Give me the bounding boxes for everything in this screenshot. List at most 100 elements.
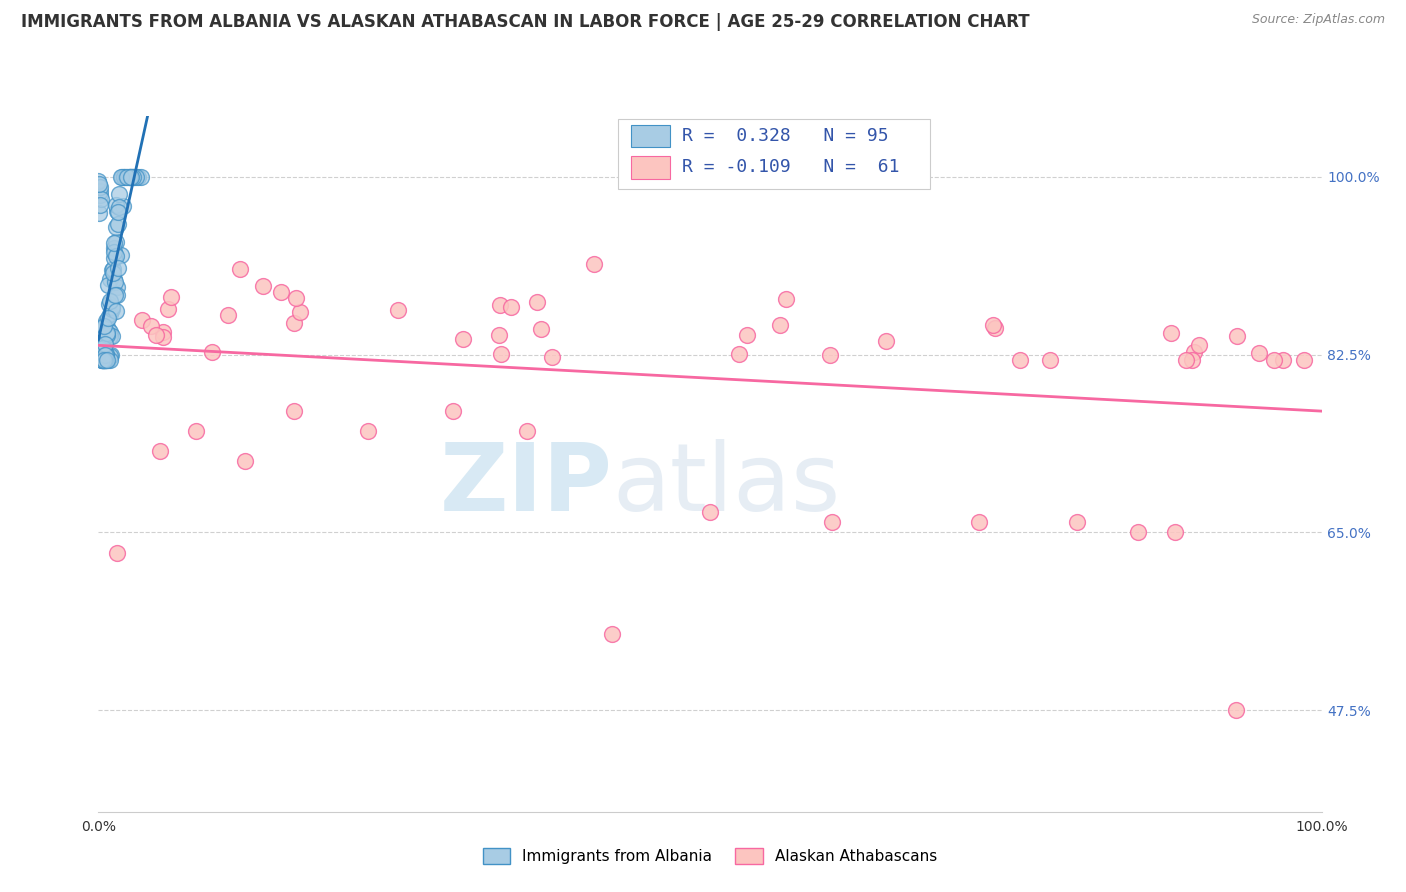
Point [103, 244, 125, 259]
Point [101, 300, 124, 314]
Point [112, 169, 135, 184]
Point [118, 169, 141, 184]
Point [93, 352, 115, 367]
Point [94, 347, 117, 361]
Point [441, 403, 464, 417]
Point [100, 302, 122, 317]
Point [89, 188, 111, 202]
Point [101, 266, 124, 280]
Point [489, 347, 512, 361]
Text: ZIP: ZIP [439, 439, 612, 531]
Point [89, 180, 111, 194]
Point [94, 352, 117, 367]
Point [201, 344, 224, 359]
Point [94, 336, 117, 351]
Point [105, 287, 128, 301]
Point [97, 352, 120, 367]
Point [96, 352, 118, 367]
Point [769, 318, 792, 333]
Point [93, 320, 115, 334]
Point [1225, 703, 1247, 717]
Point [121, 169, 143, 184]
Point [90, 338, 112, 352]
Point [100, 348, 122, 362]
Point [98, 352, 121, 367]
Point [107, 260, 129, 275]
Text: atlas: atlas [612, 439, 841, 531]
Point [1247, 346, 1270, 360]
Point [91, 341, 114, 355]
Point [160, 290, 183, 304]
Point [98, 293, 121, 308]
Point [108, 186, 131, 201]
Point [90, 352, 112, 367]
Point [120, 169, 142, 184]
Point [110, 169, 132, 184]
Point [105, 197, 128, 211]
Text: Source: ZipAtlas.com: Source: ZipAtlas.com [1251, 13, 1385, 27]
Point [152, 325, 174, 339]
Point [105, 203, 128, 218]
Point [93, 352, 115, 367]
Point [152, 330, 174, 344]
Point [89, 184, 111, 198]
Point [101, 328, 124, 343]
Point [186, 424, 208, 438]
Point [127, 169, 149, 184]
Point [1128, 525, 1150, 540]
Point [93, 318, 115, 333]
Point [89, 198, 111, 212]
Point [129, 169, 152, 184]
Point [149, 444, 172, 458]
Point [821, 515, 844, 529]
FancyBboxPatch shape [619, 120, 931, 189]
Point [87, 206, 110, 220]
Point [122, 169, 145, 184]
Point [125, 169, 148, 184]
Point [91, 352, 114, 367]
Point [983, 321, 1005, 335]
Point [356, 424, 378, 438]
Point [775, 292, 797, 306]
Point [104, 249, 127, 263]
Point [1272, 352, 1295, 367]
Point [1181, 352, 1204, 367]
Point [93, 352, 115, 367]
Point [98, 272, 121, 286]
Point [283, 316, 305, 330]
Point [96, 352, 118, 367]
Point [529, 322, 551, 336]
Point [94, 314, 117, 328]
Point [101, 262, 124, 277]
Point [122, 169, 145, 184]
Point [96, 347, 118, 361]
Point [728, 347, 751, 361]
Point [217, 308, 239, 322]
Point [105, 219, 128, 234]
Text: IMMIGRANTS FROM ALBANIA VS ALASKAN ATHABASCAN IN LABOR FORCE | AGE 25-29 CORRELA: IMMIGRANTS FROM ALBANIA VS ALASKAN ATHAB… [21, 13, 1029, 31]
Point [290, 305, 312, 319]
Point [96, 277, 118, 292]
Point [105, 304, 128, 318]
Point [499, 300, 522, 314]
Point [981, 318, 1004, 332]
Point [96, 327, 118, 342]
Point [87, 177, 110, 191]
Point [1292, 352, 1315, 367]
Point [229, 262, 252, 277]
Point [1174, 352, 1197, 367]
Point [488, 328, 510, 343]
Point [93, 352, 115, 367]
Point [1188, 338, 1211, 352]
Point [1039, 352, 1062, 367]
Point [107, 205, 129, 219]
Point [1164, 525, 1187, 540]
Point [283, 403, 305, 417]
Point [1182, 344, 1205, 359]
Point [103, 242, 125, 256]
Point [1263, 352, 1285, 367]
Point [103, 251, 125, 265]
Point [120, 169, 142, 184]
Point [1160, 326, 1182, 340]
Point [91, 352, 114, 367]
